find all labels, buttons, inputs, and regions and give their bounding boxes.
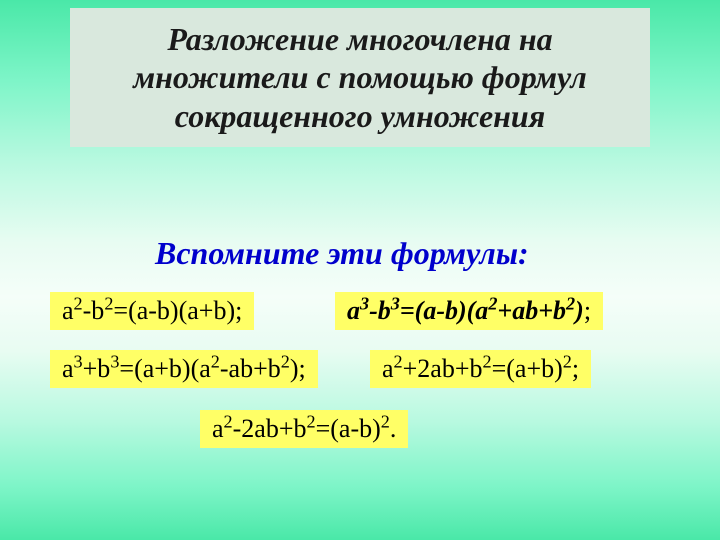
title-box: Разложение многочлена на множители с пом… — [70, 8, 650, 147]
formula-diff-cubes: a3-b3=(a-b)(a2+ab+b2); — [335, 292, 603, 330]
slide-title: Разложение многочлена на множители с пом… — [90, 20, 630, 135]
formula-diff-squares: a2-b2=(a-b)(a+b); — [50, 292, 254, 330]
formula-sum-cubes: a3+b3=(a+b)(a2-ab+b2); — [50, 350, 318, 388]
formula-square-diff: a2-2ab+b2=(a-b)2. — [200, 410, 408, 448]
formula-square-sum: a2+2ab+b2=(a+b)2; — [370, 350, 591, 388]
slide-subtitle: Вспомните эти формулы: — [155, 235, 529, 272]
